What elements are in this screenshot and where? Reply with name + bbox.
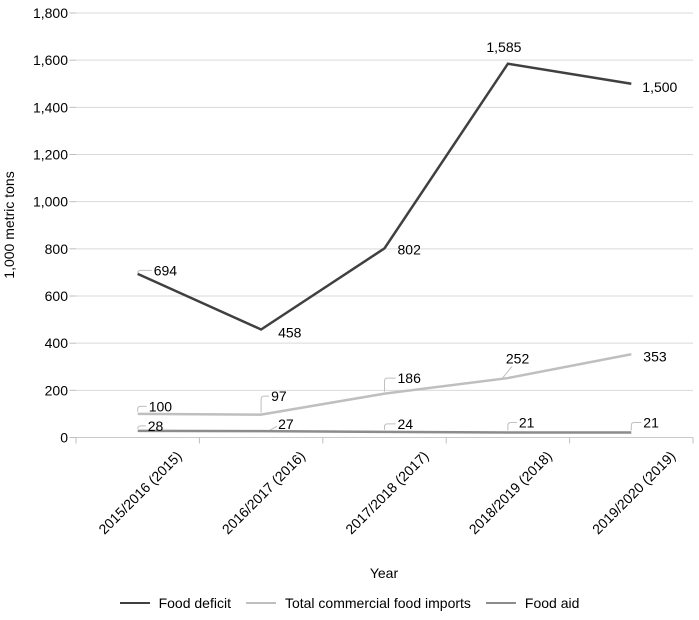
legend-label: Food deficit xyxy=(158,595,231,611)
data-point-label: 186 xyxy=(398,370,422,386)
data-point-label: 802 xyxy=(398,241,422,257)
data-point-label: 21 xyxy=(643,415,659,431)
x-category-label: 2015/2016 (2015) xyxy=(95,448,184,537)
label-leader-line xyxy=(630,422,642,431)
y-axis-title: 1,000 metric tons xyxy=(1,171,17,278)
legend: Food deficit Total commercial food impor… xyxy=(0,595,699,611)
data-point-label: 28 xyxy=(148,418,164,434)
data-point-label: 21 xyxy=(519,415,535,431)
legend-label: Food aid xyxy=(524,595,580,611)
y-tick-label: 800 xyxy=(45,241,69,257)
data-point-label: 353 xyxy=(643,348,667,364)
x-category-label: 2019/2020 (2019) xyxy=(589,448,678,537)
legend-line-swatch xyxy=(119,601,150,605)
data-point-label: 252 xyxy=(506,351,530,367)
series-line-total-commercial-food-imports xyxy=(137,353,632,416)
x-category-label: 2016/2017 (2016) xyxy=(219,448,308,537)
y-tick-label: 200 xyxy=(45,382,69,398)
y-tick-label: 600 xyxy=(45,288,69,304)
label-leader-line xyxy=(137,269,152,274)
data-point-label: 27 xyxy=(278,416,294,432)
data-point-label: 694 xyxy=(154,262,178,278)
y-tick-label: 1,600 xyxy=(33,52,68,68)
y-tick-label: 1,400 xyxy=(33,99,68,115)
label-leader-line xyxy=(260,395,270,413)
plot-area: 0 200 400 600 800 1,000 1,200 1,400 1,600 1,800 20… xyxy=(33,5,694,537)
data-point-label: 458 xyxy=(278,324,302,340)
x-category-label: 2017/2018 (2017) xyxy=(342,448,431,537)
y-tick-label: 1,800 xyxy=(33,5,68,21)
label-leader-line xyxy=(502,366,513,378)
data-point-label: 100 xyxy=(149,398,173,414)
y-tick-label: 1,200 xyxy=(33,147,68,163)
label-leader-line xyxy=(268,425,278,432)
legend-item-total-commercial-food-imports: Total commercial food imports xyxy=(245,595,471,611)
series-line-food-aid xyxy=(137,429,632,434)
data-point-label: 1,585 xyxy=(486,39,521,55)
label-leader-line xyxy=(137,425,146,429)
legend-line-swatch xyxy=(245,601,276,605)
legend-item-food-aid: Food aid xyxy=(485,595,580,611)
legend-item-food-deficit: Food deficit xyxy=(119,595,231,611)
label-leader-line xyxy=(507,422,517,431)
label-leader-line xyxy=(137,405,147,412)
y-tick-label: 1,000 xyxy=(33,194,68,210)
series-line-food-deficit xyxy=(137,62,632,331)
x-category-label: 2018/2019 (2018) xyxy=(466,448,555,537)
data-point-label: 1,500 xyxy=(642,79,677,95)
y-tick-label: 0 xyxy=(60,430,68,446)
x-axis-title: Year xyxy=(370,565,399,581)
y-tick-label: 400 xyxy=(45,335,69,351)
data-point-label: 97 xyxy=(271,388,287,404)
data-point-label: 24 xyxy=(398,416,414,432)
label-leader-line xyxy=(384,423,396,430)
label-leader-line xyxy=(384,377,396,392)
legend-line-swatch xyxy=(485,601,516,605)
legend-label: Total commercial food imports xyxy=(284,595,471,611)
